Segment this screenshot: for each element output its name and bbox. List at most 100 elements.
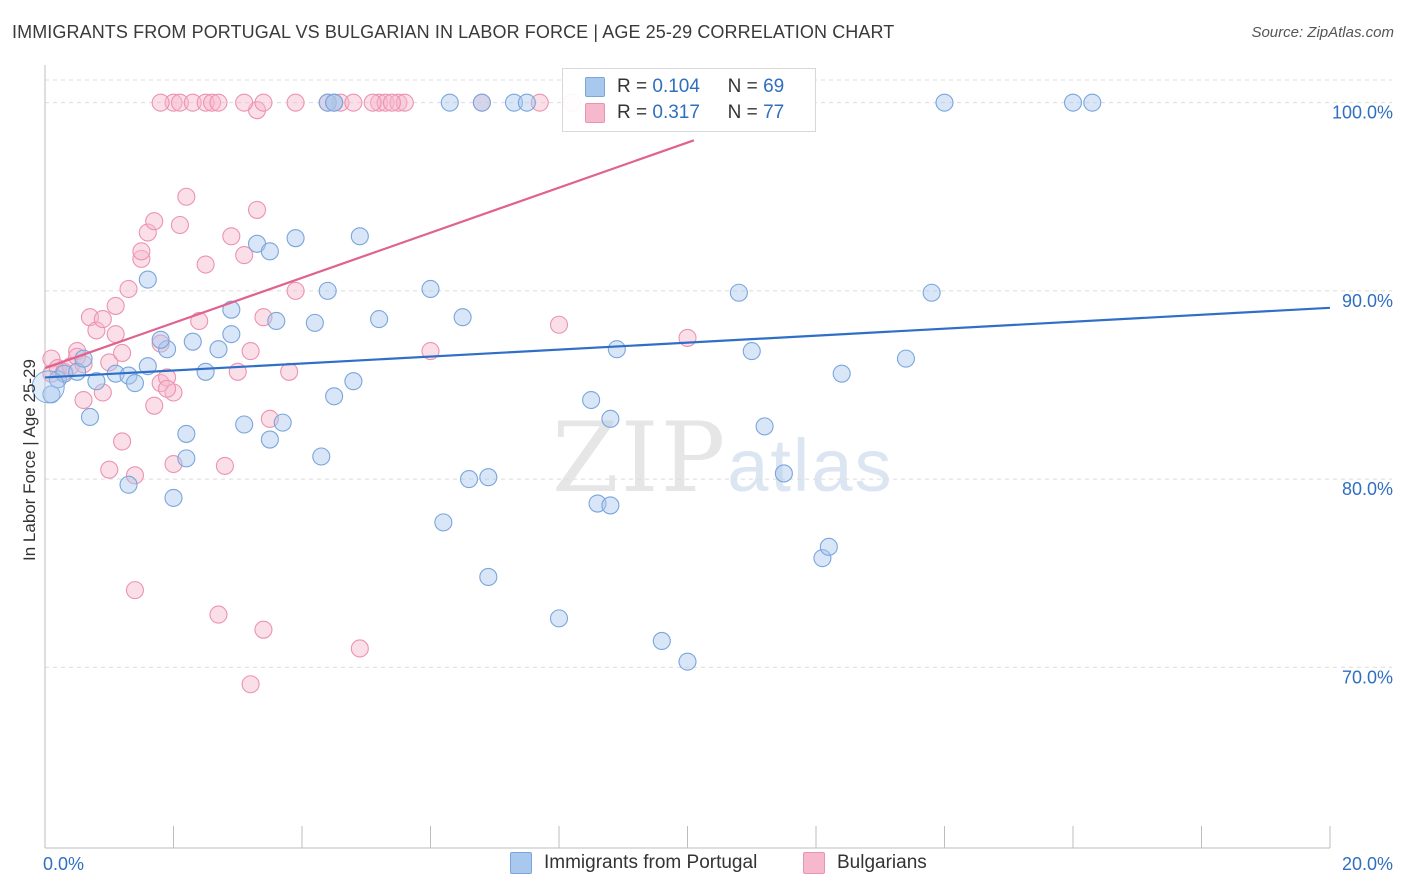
bulgarians-point <box>209 605 228 624</box>
legend-n-label: N = <box>727 102 758 123</box>
portugal-point <box>440 93 459 112</box>
portugal-point <box>235 415 254 434</box>
portugal-point <box>459 470 479 489</box>
portugal-point <box>517 93 536 112</box>
portugal-point <box>151 330 170 349</box>
bulgarians-point <box>145 396 164 415</box>
portugal-point <box>325 387 344 406</box>
portugal-point <box>209 340 228 359</box>
portugal-point <box>549 609 569 628</box>
portugal-point <box>819 537 838 556</box>
portugal-point <box>453 308 472 327</box>
series-swatch-blue <box>510 852 532 874</box>
portugal-point <box>87 372 106 391</box>
bulgarians-point <box>344 93 363 112</box>
portugal-point <box>196 362 215 381</box>
portugal-cluster-point <box>31 370 65 404</box>
portugal-point <box>138 270 157 289</box>
bulgarians-point <box>132 249 151 268</box>
bulgarians-point <box>209 93 228 112</box>
portugal-point <box>318 281 337 300</box>
bulgarians-point <box>286 281 305 300</box>
bulgarians-point <box>183 93 202 112</box>
x-tick-label: 20.0% <box>1342 854 1393 874</box>
portugal-point <box>935 93 954 112</box>
portugal-point <box>267 311 286 331</box>
portugal-point <box>183 332 202 351</box>
bulgarians-point <box>395 93 414 112</box>
bulgarians-point <box>196 93 215 112</box>
portugal-point <box>652 631 671 651</box>
portugal-point <box>119 475 138 494</box>
portugal-point <box>582 390 601 410</box>
portugal-point <box>922 283 941 302</box>
bulgarians-point <box>113 432 132 451</box>
portugal-point <box>479 468 498 487</box>
bulgarians-point <box>125 581 144 600</box>
bulgarians-point <box>280 362 299 381</box>
legend-n-label: N = <box>727 76 758 97</box>
bulgarians-point <box>42 349 61 368</box>
portugal-point <box>318 93 337 112</box>
bulgarians-point <box>87 321 106 340</box>
bulgarians-point <box>549 315 569 334</box>
portugal-point <box>755 417 774 436</box>
legend-r-value: 0.317 <box>652 102 700 123</box>
bulgarians-point <box>203 93 222 112</box>
bulgarians-point <box>196 255 215 274</box>
legend-n-value: 69 <box>763 76 785 97</box>
portugal-point <box>222 325 241 344</box>
series-name-portugal: Immigrants from Portugal <box>544 852 758 873</box>
bulgarians-point <box>138 223 157 242</box>
y-tick-label: 100.0% <box>1332 103 1393 123</box>
portugal-point <box>479 567 498 587</box>
tick-labels: 100.0% 90.0% 80.0% 70.0% 0.0% 20.0% <box>43 103 1393 874</box>
bulgarians-point <box>177 187 196 206</box>
bulgarians-point <box>215 456 234 475</box>
bulgarians-point <box>247 200 267 219</box>
bulgarians-point <box>530 93 549 112</box>
series-legend: Immigrants from Portugal Bulgarians <box>0 852 1406 878</box>
bulgarians-point <box>93 383 112 402</box>
bulgarians-point <box>286 93 305 112</box>
y-tick-label: 90.0% <box>1342 291 1393 311</box>
portugal-point <box>601 496 620 515</box>
series-swatch-pink <box>803 852 825 874</box>
portugal-point <box>222 300 241 319</box>
portugal-point <box>813 549 832 568</box>
portugal-point <box>774 464 793 483</box>
bulgarians-point <box>132 242 151 261</box>
bulgarians-point <box>235 93 254 112</box>
portugal-point <box>832 364 851 383</box>
legend-r-value: 0.104 <box>652 76 700 97</box>
bulgarians-point <box>254 93 273 112</box>
bulgarians-points <box>42 93 697 694</box>
bulgarians-point <box>241 342 260 361</box>
source-credit: Source: ZipAtlas.com <box>1251 24 1394 41</box>
grid-lines <box>45 79 1392 668</box>
portugal-point <box>125 374 144 393</box>
legend-r-label: R = <box>617 102 648 123</box>
bulgarians-trend-line <box>44 139 695 370</box>
bulgarians-point <box>74 355 93 374</box>
portugal-point <box>350 227 369 246</box>
bulgarians-point <box>93 310 112 329</box>
legend-row-bulgarians: R = 0.317 N = 77 <box>585 101 784 125</box>
bulgarians-point <box>331 93 350 112</box>
y-axis-label: In Labor Force | Age 25-29 <box>20 359 39 561</box>
portugal-point <box>729 283 748 302</box>
bulgarians-point <box>222 227 241 246</box>
bulgarians-point <box>151 93 170 112</box>
watermark: ZIPatlas <box>552 402 894 514</box>
bulgarians-point <box>376 93 395 112</box>
chart-title: IMMIGRANTS FROM PORTUGAL VS BULGARIAN IN… <box>12 22 895 42</box>
bulgarians-point <box>158 379 177 398</box>
bulgarians-point <box>125 466 144 485</box>
bulgarians-point <box>170 93 189 112</box>
portugal-point <box>164 488 183 507</box>
portugal-point <box>434 513 453 532</box>
bulgarians-point <box>190 311 209 331</box>
portugal-point <box>421 279 440 299</box>
y-tick-label: 70.0% <box>1342 667 1393 687</box>
portugal-point <box>607 340 626 359</box>
